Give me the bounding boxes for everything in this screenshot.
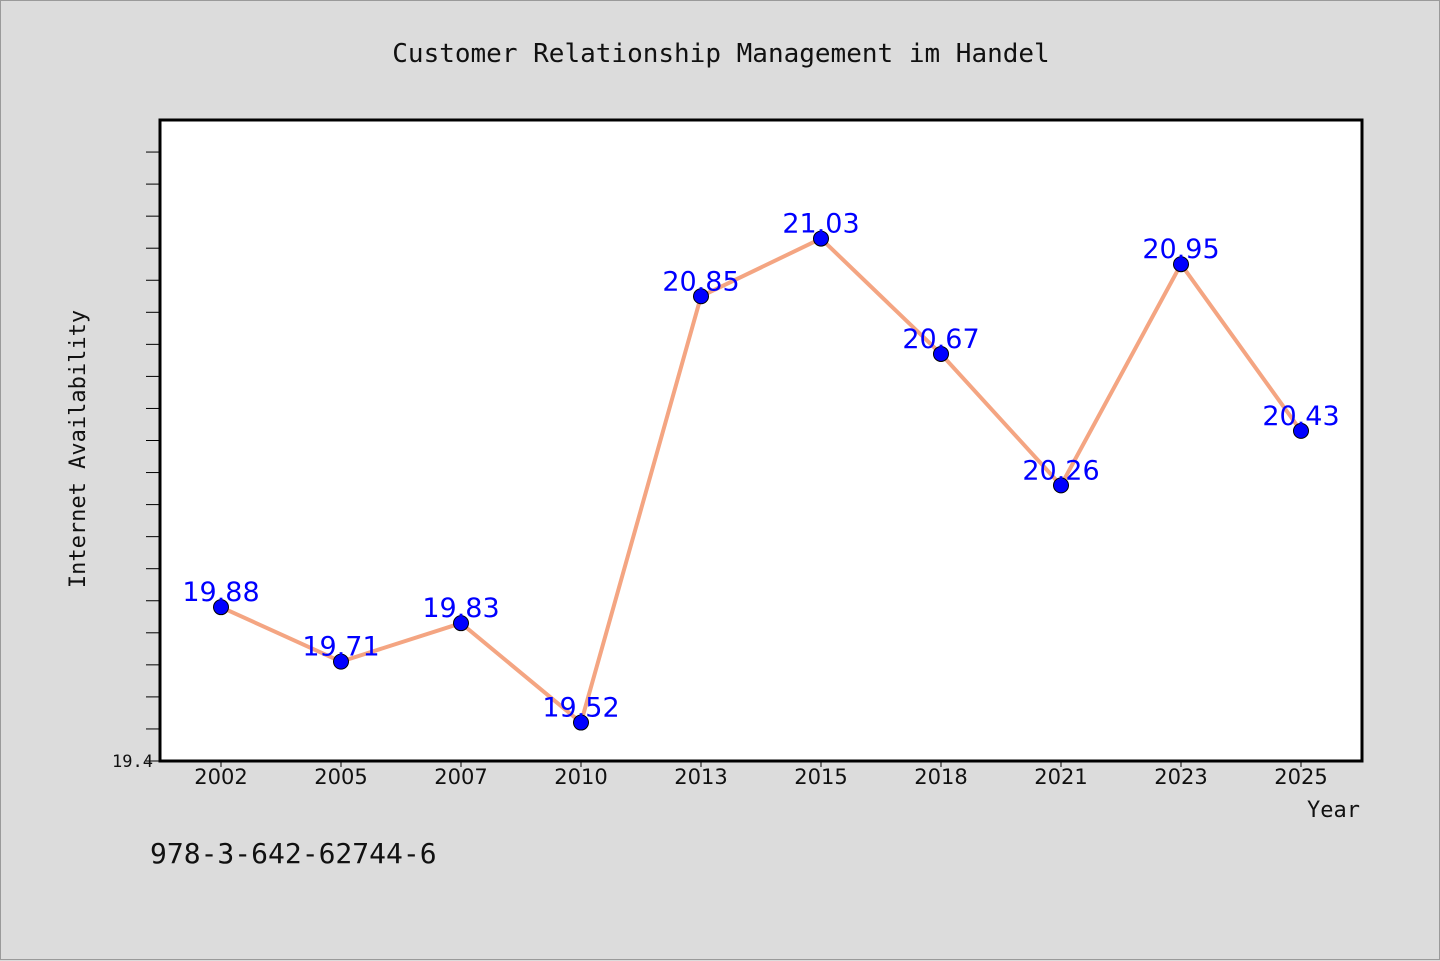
data-point [1053, 477, 1069, 494]
data-label: 19.71 [302, 632, 379, 663]
x-tick-label: 2018 [914, 765, 967, 789]
data-point [933, 345, 949, 362]
data-labels-group: 19.88 19.71 19.83 19.52 20.85 21.03 20.67 20.26… [182, 209, 1339, 724]
data-label: 20.26 [1022, 455, 1099, 486]
data-label: 21.03 [782, 209, 859, 240]
data-point [573, 714, 589, 731]
x-tick-label: 2007 [434, 765, 487, 789]
series-group [220, 236, 1303, 725]
x-tick-label: 2023 [1154, 765, 1207, 789]
data-point [333, 653, 349, 670]
x-tick-label: 2015 [794, 765, 847, 789]
x-tick-label: 2021 [1034, 765, 1087, 789]
y-axis-title: Internet Availability [66, 310, 91, 588]
data-label: 20.43 [1262, 401, 1339, 432]
data-point [1173, 256, 1189, 273]
data-label: 20.85 [662, 266, 739, 297]
data-point [213, 599, 229, 616]
chart-title: Customer Relationship Management im Hand… [392, 39, 1049, 69]
data-label: 19.52 [542, 693, 619, 724]
series-line [220, 236, 1303, 725]
caption-isbn: 978-3-642-62744-6 [150, 837, 437, 870]
data-point [453, 615, 469, 632]
data-point [1293, 422, 1309, 439]
data-label: 20.95 [1142, 234, 1219, 265]
x-axis-ticks: 2002 2005 2007 2010 2013 2015 2018 2021 2023 2025 [194, 761, 1328, 789]
x-tick-label: 2013 [674, 765, 727, 789]
data-point [693, 288, 709, 305]
x-tick-label: 2002 [194, 765, 247, 789]
x-tick-label: 2025 [1274, 765, 1327, 789]
data-label: 19.88 [182, 577, 259, 608]
y-axis-ticks [146, 151, 160, 762]
y-tick-label: 19.4 [112, 752, 153, 772]
x-tick-label: 2010 [554, 765, 607, 789]
data-label: 19.83 [422, 593, 499, 624]
data-label: 20.67 [902, 324, 979, 355]
x-axis-title: Year [1307, 798, 1360, 823]
data-point [813, 230, 829, 247]
points-group [213, 230, 1309, 731]
x-tick-label: 2005 [314, 765, 367, 789]
